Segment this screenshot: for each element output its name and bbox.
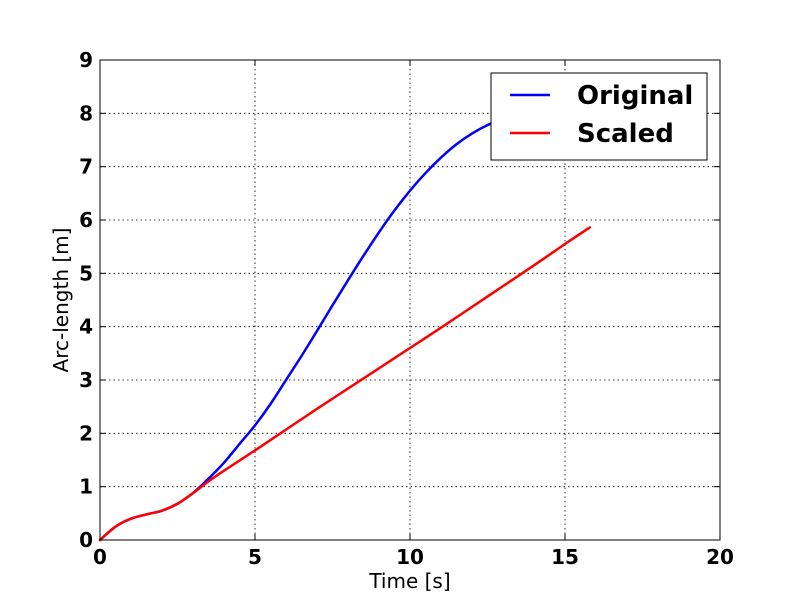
legend-label-scaled: Scaled: [577, 119, 674, 149]
y-tick-label: 4: [79, 315, 93, 339]
y-tick-label: 0: [79, 528, 93, 552]
legend-box: [490, 72, 708, 161]
y-tick-label: 2: [79, 421, 93, 445]
y-tick-label: 7: [79, 155, 93, 179]
y-axis-label: Arc-length [m]: [49, 228, 73, 373]
series-line-original: [98, 117, 505, 542]
y-tick-label: 3: [79, 368, 93, 392]
x-tick-label: 5: [248, 545, 262, 569]
x-tick-label: 20: [706, 545, 734, 569]
axis-ticks: [99, 59, 721, 541]
plot-series: [98, 117, 592, 542]
y-tick-label: 1: [79, 475, 93, 499]
y-tick-label: 9: [79, 48, 93, 72]
y-tick-label: 8: [79, 101, 93, 125]
legend: Original Scaled: [490, 72, 708, 161]
y-tick-label: 6: [79, 208, 93, 232]
tick-labels: 0 5 10 15 20 0 1 2 3 4 5 6 7 8 9: [79, 48, 734, 569]
x-tick-label: 0: [93, 545, 107, 569]
x-tick-label: 10: [396, 545, 424, 569]
x-axis-label: Time [s]: [368, 569, 450, 593]
x-tick-label: 15: [551, 545, 579, 569]
series-line-scaled: [98, 226, 592, 542]
legend-label-original: Original: [577, 81, 693, 111]
y-tick-label: 5: [79, 261, 93, 285]
